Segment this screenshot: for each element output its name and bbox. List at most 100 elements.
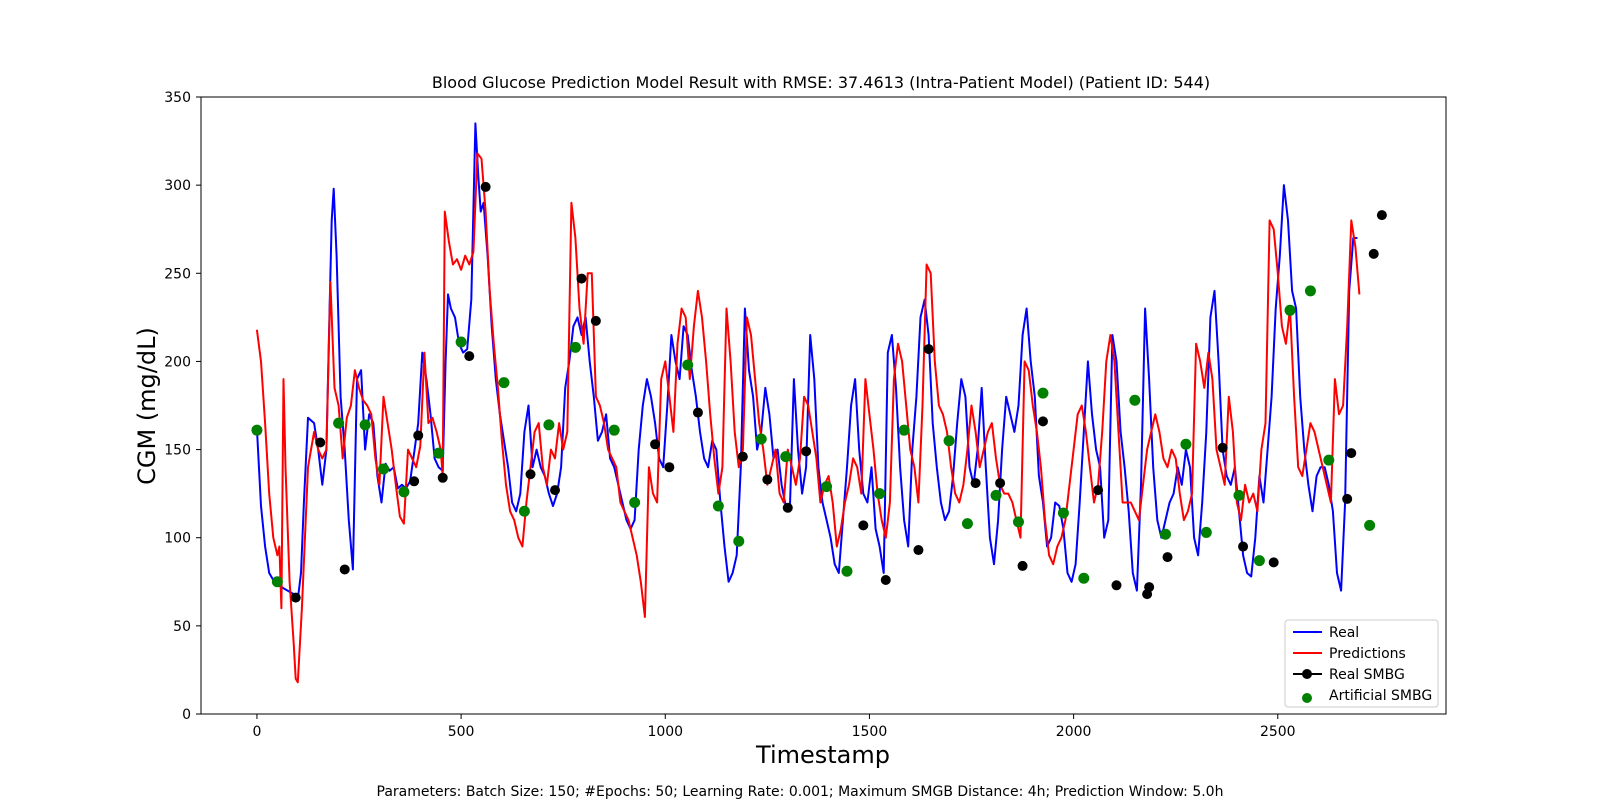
artificial-smbg-point — [780, 451, 792, 463]
artificial-smbg-point — [712, 500, 724, 512]
real-smbg-point — [913, 545, 924, 556]
artificial-smbg-point — [841, 565, 853, 577]
y-axis-label: CGM (mg/dL) — [133, 327, 161, 485]
x-tick-label: 2000 — [1056, 724, 1092, 740]
artificial-smbg-point — [378, 463, 390, 475]
artificial-smbg-point — [1159, 528, 1171, 540]
footer-parameters: Parameters: Batch Size: 150; #Epochs: 50… — [377, 784, 1224, 800]
artificial-smbg-point — [898, 424, 910, 436]
plot-area — [251, 122, 1387, 684]
real-smbg-point — [1238, 541, 1249, 552]
real-smbg-point — [1093, 485, 1104, 496]
real-smbg-point — [1376, 210, 1387, 221]
legend-label-predictions: Predictions — [1329, 646, 1406, 662]
y-tick-label: 200 — [164, 354, 191, 370]
artificial-smbg-point — [1057, 507, 1069, 519]
artificial-smbg-point — [455, 336, 467, 348]
artificial-smbg-point — [1284, 304, 1296, 316]
real-smbg-point — [1144, 582, 1155, 593]
real-smbg-point — [692, 407, 703, 418]
real-smbg-point — [1111, 580, 1122, 591]
artificial-smbg-point — [1200, 526, 1212, 538]
real-smbg-point — [801, 446, 812, 457]
real-smbg-point — [650, 439, 661, 450]
x-tick-label: 500 — [448, 724, 475, 740]
real-smbg-point — [1268, 557, 1279, 568]
real-smbg-point — [664, 462, 675, 473]
real-smbg-point — [550, 485, 561, 496]
legend-box — [1284, 619, 1439, 708]
artificial-smbg-point — [271, 576, 283, 588]
y-tick-label: 300 — [164, 178, 191, 194]
real-smbg-point — [464, 351, 475, 362]
artificial-smbg-point — [433, 447, 445, 459]
real-smbg-point — [782, 502, 793, 513]
real-smbg-point — [480, 181, 491, 192]
real-smbg-point — [762, 474, 773, 485]
artificial-smbg-point — [1037, 387, 1049, 399]
real-smbg-point — [315, 437, 326, 448]
real-smbg-point — [1162, 552, 1173, 563]
real-smbg-point — [437, 472, 448, 483]
artificial-smbg-point — [1364, 519, 1376, 531]
real-smbg-point — [970, 478, 981, 489]
artificial-smbg-point — [518, 505, 530, 517]
artificial-smbg-point — [333, 417, 345, 429]
real-smbg-point — [339, 564, 350, 575]
real-smbg-point — [923, 344, 934, 355]
artificial-smbg-point — [1323, 454, 1335, 466]
legend-label-real-smbg: Real SMBG — [1329, 667, 1405, 683]
series-line-real — [255, 122, 1358, 601]
artificial-smbg-point — [1078, 572, 1090, 584]
real-smbg-point — [1368, 248, 1379, 259]
real-smbg-point — [1037, 416, 1048, 427]
legend-marker-artificial-smbg — [1302, 693, 1312, 703]
real-smbg-point — [1342, 493, 1353, 504]
x-tick-label: 2500 — [1260, 724, 1296, 740]
x-tick-label: 1000 — [647, 724, 683, 740]
artificial-smbg-point — [1012, 516, 1024, 528]
x-axis: 0 500 1000 1500 2000 2500 — [252, 714, 1296, 740]
real-smbg-point — [1217, 442, 1228, 453]
real-smbg-point — [525, 469, 536, 480]
real-smbg-point — [1017, 560, 1028, 571]
artificial-smbg-point — [543, 419, 555, 431]
artificial-smbg-point — [359, 419, 371, 431]
artificial-smbg-point — [398, 486, 410, 498]
artificial-smbg-point — [1304, 285, 1316, 297]
y-tick-label: 50 — [173, 619, 191, 635]
y-tick-label: 0 — [182, 707, 191, 723]
real-smbg-point — [880, 575, 891, 586]
artificial-smbg-point — [682, 359, 694, 371]
chart-title: Blood Glucose Prediction Model Result wi… — [432, 73, 1210, 92]
x-tick-label: 0 — [252, 724, 261, 740]
series-line-predictions — [255, 152, 1361, 684]
artificial-smbg-point — [874, 488, 886, 500]
y-axis: 0 50 100 150 200 250 300 350 — [164, 90, 201, 723]
real-smbg-point — [413, 430, 424, 441]
legend-label-real: Real — [1329, 625, 1359, 641]
x-axis-label: Timestamp — [755, 741, 890, 769]
artificial-smbg-point — [608, 424, 620, 436]
x-tick-label: 1500 — [852, 724, 888, 740]
artificial-smbg-point — [990, 489, 1002, 501]
real-smbg-point — [290, 592, 301, 603]
y-tick-label: 350 — [164, 90, 191, 106]
artificial-smbg-point — [1253, 555, 1265, 567]
real-smbg-point — [858, 520, 869, 531]
artificial-smbg-point — [733, 535, 745, 547]
artificial-smbg-point — [961, 518, 973, 530]
real-smbg-point — [1346, 448, 1357, 459]
axes-frame — [200, 96, 1447, 715]
artificial-smbg-point — [251, 424, 263, 436]
real-smbg-point — [737, 451, 748, 462]
artificial-smbg-point — [943, 435, 955, 447]
real-smbg-point — [409, 476, 420, 487]
real-smbg-point — [995, 478, 1006, 489]
artificial-smbg-point — [569, 341, 581, 353]
legend-marker-real-smbg — [1302, 669, 1312, 679]
artificial-smbg-point — [1180, 438, 1192, 450]
legend-label-artificial-smbg: Artificial SMBG — [1329, 688, 1432, 704]
real-smbg-point — [590, 315, 601, 326]
